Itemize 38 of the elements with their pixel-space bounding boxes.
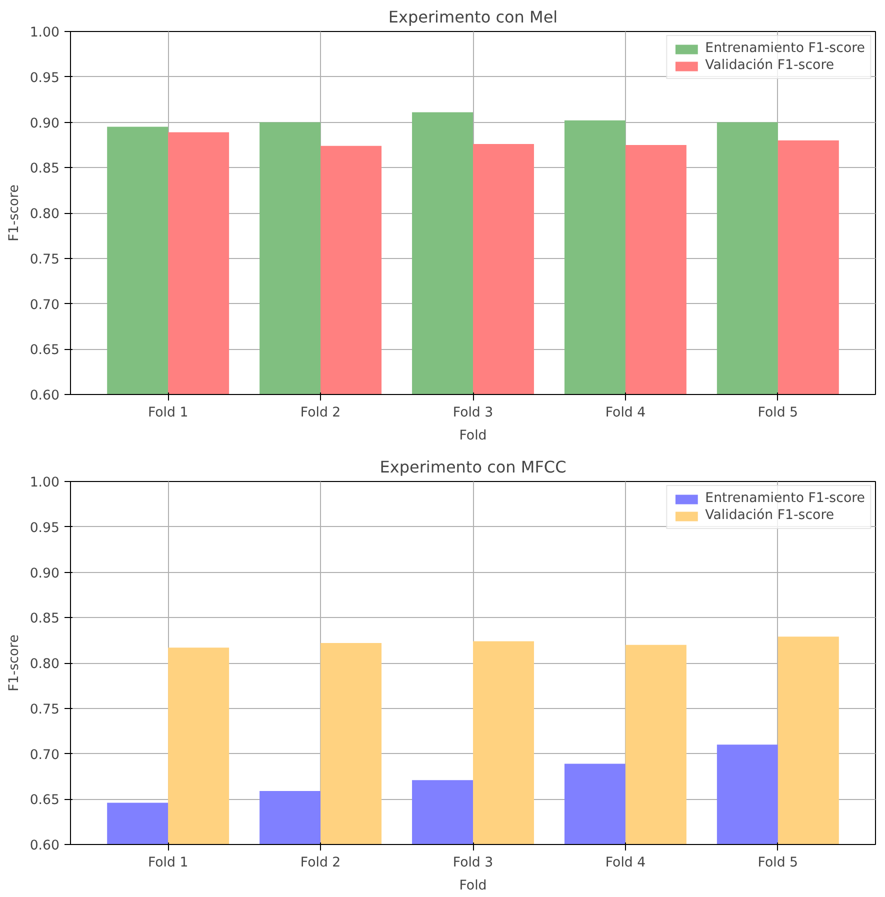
- y-tick-label: 0.75: [30, 252, 60, 268]
- y-tick-label: 0.85: [30, 612, 60, 627]
- x-tick-label: Fold 2: [300, 856, 341, 870]
- y-tick-label: 1.00: [30, 476, 60, 490]
- y-tick-label: 0.90: [30, 566, 60, 582]
- x-tick-label: Fold 1: [148, 406, 188, 420]
- x-tick-label: Fold 5: [758, 856, 798, 870]
- y-tick-label: 0.60: [30, 838, 60, 854]
- y-tick-label: 0.70: [30, 298, 60, 313]
- y-axis-title: F1-score: [6, 184, 22, 242]
- y-tick-label: 0.80: [30, 657, 60, 672]
- chart-title: Experimento con Mel: [388, 8, 558, 26]
- x-tick-label: Fold 3: [452, 406, 494, 420]
- y-tick-label: 0.60: [30, 388, 60, 404]
- y-tick-label: 0.90: [30, 116, 60, 132]
- x-tick-label: Fold 5: [758, 406, 798, 420]
- y-tick-label: 0.75: [30, 702, 60, 718]
- legend-label: Validación F1-score: [705, 508, 834, 523]
- x-axis-title: Fold: [459, 428, 487, 444]
- y-axis-title: F1-score: [6, 634, 22, 692]
- y-tick-label: 0.70: [30, 748, 60, 763]
- y-tick-label: 0.85: [30, 162, 60, 177]
- chart-title: Experimento con MFCC: [380, 458, 566, 476]
- legend-label: Entrenamiento F1-score: [705, 491, 865, 506]
- x-axis-title: Fold: [459, 878, 487, 894]
- y-tick-label: 1.00: [30, 26, 60, 40]
- y-tick-label: 0.95: [30, 70, 60, 86]
- x-tick-label: Fold 3: [452, 856, 494, 870]
- y-tick-label: 0.65: [30, 793, 60, 808]
- x-tick-label: Fold 4: [605, 406, 646, 420]
- y-tick-label: 0.95: [30, 520, 60, 536]
- y-tick-label: 0.65: [30, 343, 60, 358]
- x-tick-label: Fold 4: [605, 856, 646, 870]
- x-tick-label: Fold 1: [148, 856, 188, 870]
- legend-label: Entrenamiento F1-score: [705, 41, 865, 56]
- legend-label: Validación F1-score: [705, 58, 834, 73]
- x-tick-label: Fold 2: [300, 406, 341, 420]
- y-tick-label: 0.80: [30, 207, 60, 222]
